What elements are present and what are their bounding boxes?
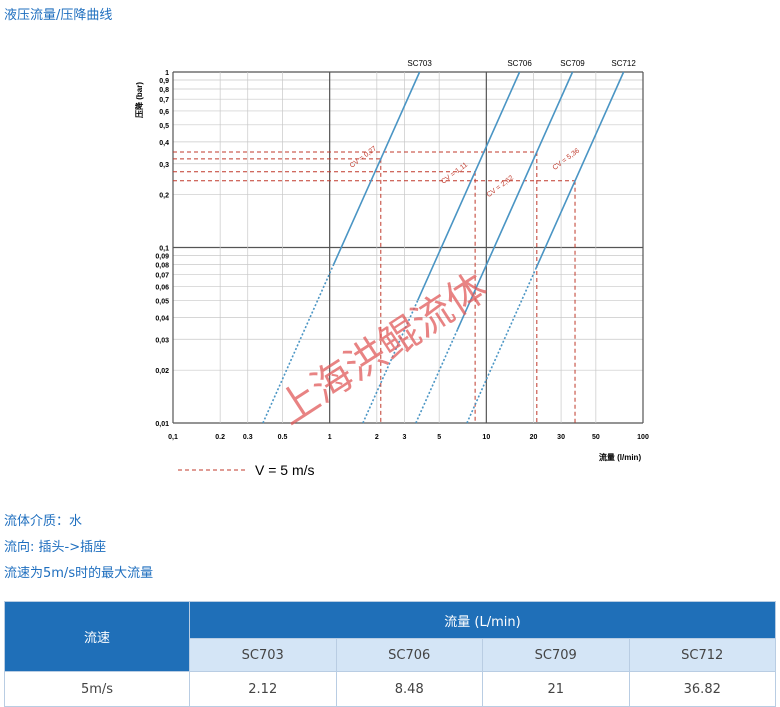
- x-tick-label: 5: [437, 434, 441, 441]
- series-label: SC703: [407, 59, 432, 68]
- page-title: 液压流量/压降曲线: [4, 8, 113, 23]
- y-axis-label: 压降 (bar): [134, 82, 144, 118]
- series-label: SC712: [611, 59, 636, 68]
- y-tick-label: 0,01: [155, 421, 169, 428]
- x-tick-label: 0.3: [243, 434, 253, 441]
- series-line: [332, 71, 421, 265]
- y-tick-label: 0,04: [155, 315, 169, 322]
- x-tick-label: 20: [530, 434, 538, 441]
- y-tick-label: 0,02: [155, 368, 169, 375]
- series-label: SC706: [507, 59, 532, 68]
- x-tick-label: 0,1: [168, 434, 178, 441]
- table-header: 流速: [4, 601, 190, 672]
- y-tick-label: 0,3: [159, 162, 169, 169]
- table-cell: 2.12: [189, 671, 337, 707]
- series-line: [534, 71, 625, 270]
- column-header: SC709: [482, 638, 630, 672]
- x-axis-label: 流量 (l/min): [599, 452, 642, 462]
- note: 流体介质：水: [4, 514, 83, 529]
- y-tick-label: 0,09: [155, 254, 169, 261]
- table-cell: 5m/s: [4, 671, 190, 707]
- legend-label: V = 5 m/s: [255, 462, 315, 478]
- column-header: SC706: [335, 638, 483, 672]
- y-tick-label: 0,5: [159, 123, 169, 130]
- x-tick-label: 50: [592, 434, 600, 441]
- series-line-extrapolated: [415, 329, 459, 424]
- series-label: SC709: [560, 59, 585, 68]
- x-tick-label: 30: [557, 434, 565, 441]
- table-cell: 36.82: [628, 671, 776, 707]
- table-cell: 8.48: [335, 671, 483, 707]
- y-tick-label: 0,05: [155, 298, 169, 305]
- y-tick-label: 0,2: [159, 193, 169, 200]
- x-tick-label: 3: [402, 434, 406, 441]
- y-tick-label: 0,7: [159, 97, 169, 104]
- note: 流向: 插头->插座: [4, 540, 107, 555]
- table-cell: 21: [482, 671, 630, 707]
- series-line: [456, 71, 574, 331]
- y-tick-label: 0,8: [159, 87, 169, 94]
- y-tick-label: 0,1: [159, 246, 169, 253]
- x-tick-label: 0.2: [215, 434, 225, 441]
- y-tick-label: 0,03: [155, 337, 169, 344]
- chart-background: [120, 45, 665, 480]
- chart: 压降 (bar) 流量 (l/min) V = 5 m/s 0,01 0,02 0,…: [120, 45, 665, 480]
- series-line-extrapolated: [466, 269, 537, 424]
- flow-table: 流速 流量 (L/min) SC703 SC706 SC709 SC712 5m…: [4, 601, 776, 707]
- table-header: 流量 (L/min): [189, 601, 776, 639]
- x-tick-label: 1: [328, 434, 332, 441]
- column-header: SC703: [189, 638, 337, 672]
- y-tick-label: 1: [165, 70, 169, 77]
- y-tick-label: 0,06: [155, 284, 169, 291]
- note: 流速为5m/s时的最大流量: [4, 566, 154, 581]
- column-header: SC712: [628, 638, 776, 672]
- y-tick-label: 0,6: [159, 109, 169, 116]
- series-line: [417, 71, 521, 301]
- y-tick-label: 0,4: [159, 140, 169, 147]
- y-tick-label: 0,9: [159, 78, 169, 85]
- x-tick-label: 100: [637, 434, 649, 441]
- series-line-extrapolated: [262, 264, 335, 424]
- y-tick-label: 0,08: [155, 263, 169, 270]
- y-tick-label: 0,07: [155, 273, 169, 280]
- x-tick-label: 10: [482, 434, 490, 441]
- x-tick-label: 2: [375, 434, 379, 441]
- x-tick-label: 0.5: [278, 434, 288, 441]
